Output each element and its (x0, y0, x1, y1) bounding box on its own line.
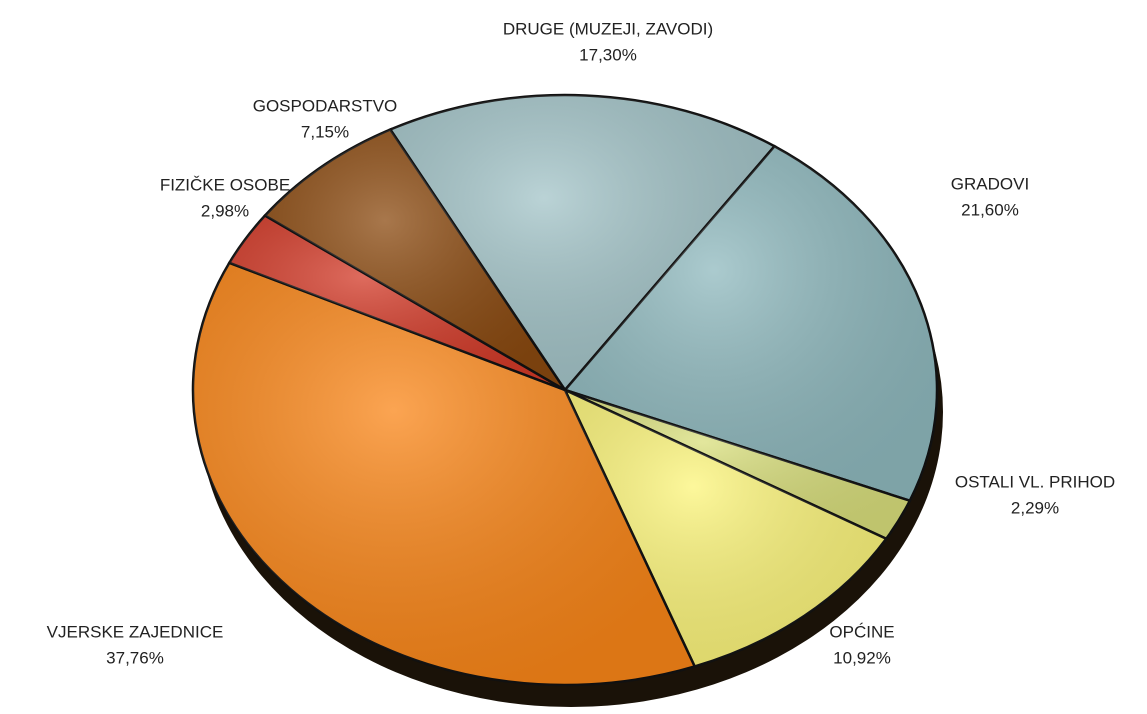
slice-label: OPĆINE (829, 622, 894, 641)
slice-value-label: 17,30% (579, 45, 637, 64)
slice-label: FIZIČKE OSOBE (160, 175, 290, 194)
slice-value-label: 21,60% (961, 200, 1019, 219)
slice-label: GRADOVI (951, 174, 1029, 193)
slice-label: DRUGE (MUZEJI, ZAVODI) (503, 19, 713, 38)
slice-value-label: 2,29% (1011, 498, 1059, 517)
slice-label: VJERSKE ZAJEDNICE (47, 622, 224, 641)
slice-value-label: 10,92% (833, 648, 891, 667)
slice-label: GOSPODARSTVO (253, 96, 398, 115)
slice-label: OSTALI VL. PRIHOD (955, 472, 1115, 491)
labels: DRUGE (MUZEJI, ZAVODI) 17,30% GRADOVI 21,60… (47, 19, 1115, 667)
slice-value-label: 7,15% (301, 122, 349, 141)
slice-value-label: 37,76% (106, 648, 164, 667)
slice-value-label: 2,98% (201, 201, 249, 220)
pie (191, 93, 939, 687)
